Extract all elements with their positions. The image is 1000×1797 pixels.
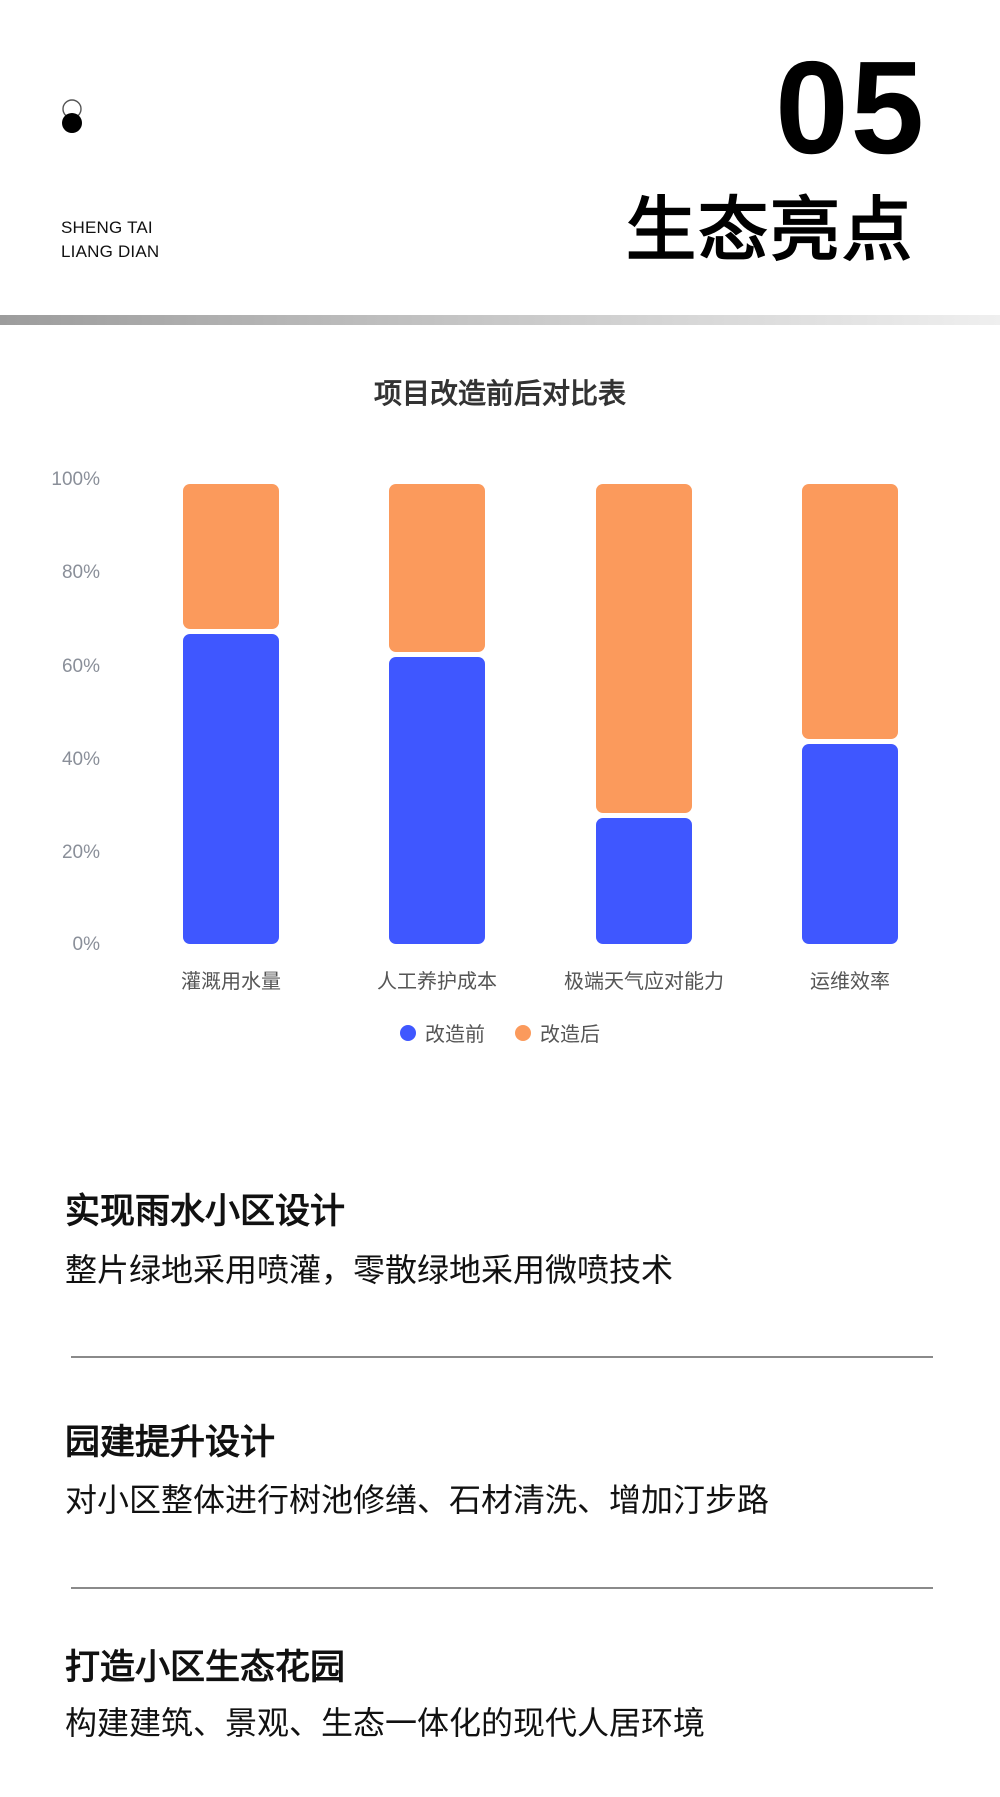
stacked-bar[interactable] xyxy=(183,484,279,944)
bar-segment-before[interactable] xyxy=(183,633,279,944)
section-heading: 实现雨水小区设计 xyxy=(65,1192,346,1232)
y-tick-label: 40% xyxy=(61,749,100,770)
chart-legend: 改造前 改造后 xyxy=(0,1018,1000,1047)
legend-item-after[interactable]: 改造后 xyxy=(515,1018,600,1047)
bar-segment-before[interactable] xyxy=(596,817,692,944)
section-number: 05 xyxy=(775,34,926,181)
stacked-circles-icon xyxy=(62,99,82,133)
x-category-label: 运维效率 xyxy=(810,969,890,993)
section-divider xyxy=(71,1356,933,1358)
stacked-bar[interactable] xyxy=(389,484,485,944)
section-text: 整片绿地采用喷灌，零散绿地采用微喷技术 xyxy=(65,1251,674,1289)
y-tick-label: 100% xyxy=(51,469,100,490)
x-category-label: 极端天气应对能力 xyxy=(564,969,724,993)
y-tick-label: 60% xyxy=(61,656,100,677)
blue-dot-icon xyxy=(400,1024,416,1041)
bar-segment-before[interactable] xyxy=(802,744,898,944)
orange-dot-icon xyxy=(515,1024,531,1041)
gradient-divider xyxy=(0,315,1000,325)
stacked-bar[interactable] xyxy=(596,484,692,944)
y-tick-label: 80% xyxy=(61,562,100,583)
pinyin-line-1: SHENG TAI xyxy=(61,218,153,237)
y-tick-label: 20% xyxy=(61,842,100,863)
pinyin-subtitle: SHENG TAI LIANG DIAN xyxy=(61,216,159,264)
chart-title: 项目改造前后对比表 xyxy=(373,377,626,410)
y-tick-label: 0% xyxy=(72,934,100,955)
legend-label: 改造前 xyxy=(425,1022,485,1046)
section-text: 构建建筑、景观、生态一体化的现代人居环境 xyxy=(65,1704,706,1742)
section-text: 对小区整体进行树池修缮、石材清洗、增加汀步路 xyxy=(65,1481,770,1519)
bar-segment-after[interactable] xyxy=(389,484,485,652)
section-heading: 打造小区生态花园 xyxy=(65,1648,346,1688)
legend-item-before[interactable]: 改造前 xyxy=(400,1018,485,1047)
x-category-label: 人工养护成本 xyxy=(377,969,497,993)
legend-label: 改造后 xyxy=(540,1022,600,1046)
bar-segment-after[interactable] xyxy=(596,484,692,813)
bar-segment-after[interactable] xyxy=(183,484,279,629)
x-category-label: 灌溉用水量 xyxy=(181,969,281,993)
bar-segment-after[interactable] xyxy=(802,484,898,740)
pinyin-line-2: LIANG DIAN xyxy=(61,242,160,261)
section-divider xyxy=(71,1587,933,1589)
stacked-bar[interactable] xyxy=(802,484,898,944)
section-heading: 园建提升设计 xyxy=(65,1423,276,1463)
bar-segment-before[interactable] xyxy=(389,656,485,944)
page-title: 生态亮点 xyxy=(626,189,914,271)
